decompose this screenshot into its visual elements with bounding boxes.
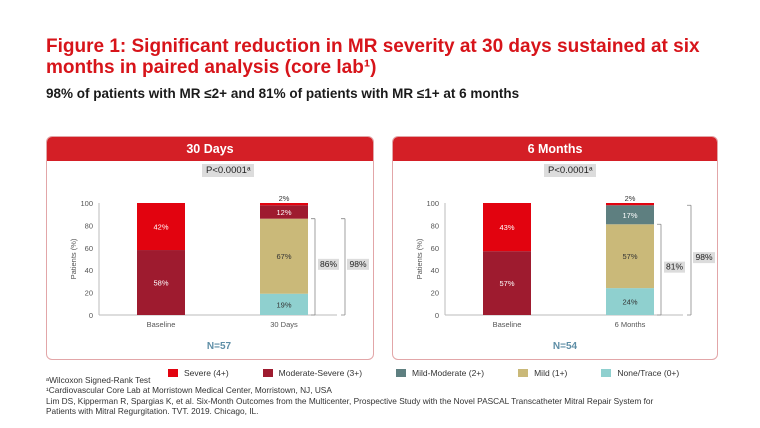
y-tick-label: 60 (431, 244, 439, 253)
data-label: 42% (153, 223, 168, 232)
legend-label: Moderate-Severe (3+) (278, 368, 363, 378)
p-value-label: P<0.0001ᵃ (202, 164, 255, 177)
data-label: 57% (499, 279, 514, 288)
data-label: 57% (622, 252, 637, 261)
y-tick-label: 40 (85, 266, 93, 275)
bar-segment (606, 224, 654, 289)
y-tick-label: 80 (431, 221, 439, 230)
data-label: 2% (279, 194, 290, 203)
figure-title: Figure 1: Significant reduction in MR se… (46, 36, 700, 78)
y-tick-label: 80 (85, 221, 93, 230)
footnotes: ᵃWilcoxon Signed-Rank Test ¹Cardiovascul… (46, 375, 726, 417)
y-tick-label: 20 (85, 289, 93, 298)
footnote-core-lab: ¹Cardiovascular Core Lab at Morristown M… (46, 385, 332, 396)
bar-segment (606, 288, 654, 315)
panel-title: 6 Months (393, 137, 717, 161)
bracket-label-high: 98% (349, 259, 366, 269)
bar-segment (137, 203, 185, 251)
bar-segment (483, 203, 531, 252)
legend-swatch (262, 369, 273, 377)
data-label: 67% (276, 252, 291, 261)
bracket-label-bg (664, 261, 685, 273)
y-tick-label: 100 (80, 199, 93, 208)
y-tick-label: 60 (85, 244, 93, 253)
x-tick-label: Baseline (493, 320, 522, 329)
legend-item: Moderate-Severe (3+) (262, 367, 363, 379)
y-tick-label: 40 (431, 266, 439, 275)
p-value-label: P<0.0001ᵃ (544, 164, 597, 177)
data-label: 2% (625, 194, 636, 203)
y-axis-title: Patients (%) (415, 238, 424, 279)
legend-swatch (168, 369, 178, 377)
legend-swatch (601, 369, 612, 377)
legend-label: None/Trace (0+) (617, 368, 680, 378)
x-tick-label: Baseline (147, 320, 176, 329)
bracket-label-bg (318, 258, 339, 270)
sample-size-label: N=54 (553, 341, 578, 352)
bar-segment (260, 293, 308, 315)
chart-panel-30-days: 30 Days P<0.0001ᵃ 0 20 40 60 80 100 Patients (… (46, 136, 374, 360)
bar-segment (483, 251, 531, 315)
bar-segment (606, 205, 654, 225)
bracket-label-bg (347, 258, 369, 270)
stacked-bar-chart-6-months: 0 20 40 60 80 100 Patients (%) 57% 43% Baseline 24… (415, 194, 715, 352)
legend: Severe (4+) Moderate-Severe (3+) Mild-Mode… (168, 367, 713, 379)
legend-item: None/Trace (0+) (601, 367, 679, 379)
y-tick-label: 20 (431, 289, 439, 298)
figure-subtitle: 98% of patients with MR ≤2+ and 81% of p… (46, 86, 520, 101)
data-label: 12% (276, 208, 291, 217)
chart-panel-6-months: 6 Months P<0.0001ᵃ 0 20 40 60 80 100 Patients … (392, 136, 718, 360)
y-tick-label: 100 (426, 199, 439, 208)
bracket-label-bg (693, 252, 715, 264)
legend-item: Severe (4+) (168, 367, 229, 379)
legend-label: Severe (4+) (184, 368, 229, 378)
bar-segment (260, 218, 308, 294)
footnote-citation-cont: Patients with Mitral Regurgitation. TVT.… (46, 406, 259, 417)
legend-item: Mild (1+) (518, 367, 567, 379)
x-tick-label: 6 Months (615, 320, 646, 329)
bar-segment (260, 203, 308, 206)
panel-title: 30 Days (47, 137, 373, 161)
footnote-citation: Lim DS, Kipperman R, Spargias K, et al. … (46, 395, 654, 406)
legend-label: Mild (1+) (534, 368, 568, 378)
x-tick-label: 30 Days (270, 320, 298, 329)
bar-segment (260, 205, 308, 219)
legend-swatch (396, 369, 407, 377)
legend-swatch (518, 369, 529, 377)
data-label: 17% (622, 211, 637, 220)
data-label: 24% (622, 298, 637, 307)
y-axis-title: Patients (%) (69, 238, 78, 279)
sample-size-label: N=57 (207, 341, 232, 352)
legend-label: Mild-Moderate (2+) (412, 368, 485, 378)
data-label: 43% (499, 223, 514, 232)
stacked-bar-chart-30-days: 0 20 40 60 80 100 Patients (%) 58% 42% Baseline 19… (69, 194, 369, 352)
footnote-wilcoxon: ᵃWilcoxon Signed-Rank Test (46, 375, 151, 385)
y-tick-label: 0 (89, 311, 93, 320)
bar-segment (606, 203, 654, 206)
bracket-label-low: 86% (320, 259, 337, 269)
data-label: 19% (276, 300, 291, 309)
data-label: 58% (153, 279, 168, 288)
bar-segment (137, 250, 185, 315)
y-tick-label: 0 (435, 311, 439, 320)
bracket-label-low: 81% (666, 262, 683, 272)
legend-item: Mild-Moderate (2+) (396, 367, 484, 379)
bracket-label-high: 98% (695, 252, 712, 262)
